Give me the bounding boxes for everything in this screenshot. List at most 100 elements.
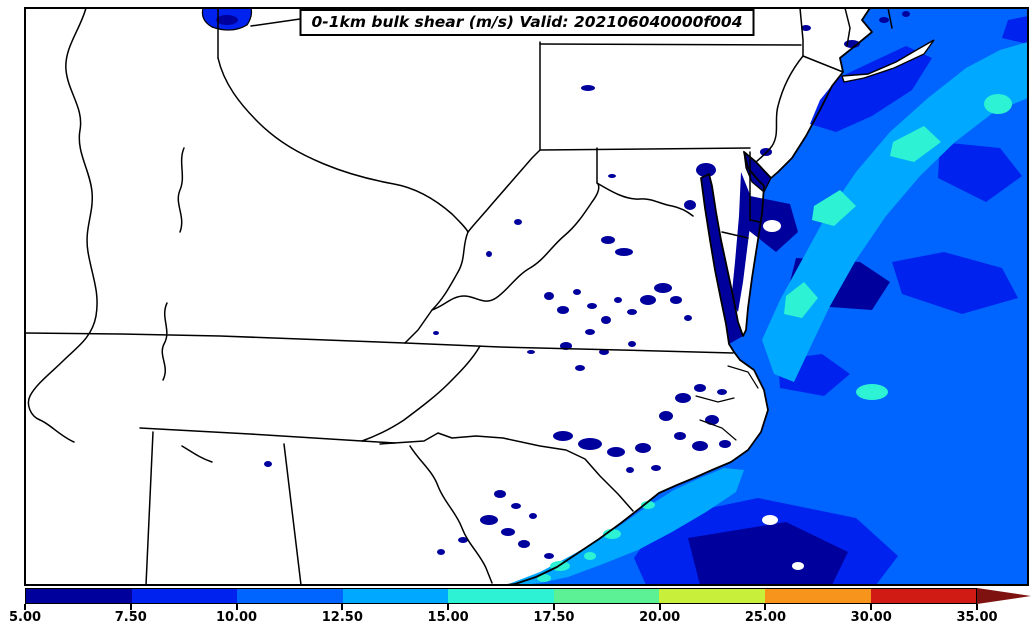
wabash-river	[177, 147, 185, 233]
map-shape	[615, 248, 633, 256]
map-shape	[626, 467, 634, 473]
map-shape	[514, 219, 522, 225]
colorbar-tick	[870, 604, 873, 610]
map-shape	[529, 513, 537, 519]
tennessee-river	[161, 302, 168, 381]
contour-core	[984, 94, 1012, 114]
potomac-river	[596, 182, 694, 217]
map-shape	[674, 432, 686, 440]
contour-patch	[696, 163, 716, 177]
map-shape	[651, 465, 661, 471]
colorbar-tick	[658, 604, 661, 610]
colorbar-segment	[448, 589, 554, 603]
contour-hole	[762, 515, 778, 525]
map-shape	[433, 331, 439, 335]
delaware-river	[755, 55, 804, 163]
map-shape	[578, 438, 602, 450]
map-shape	[518, 540, 530, 548]
colorbar-tick-label: 15.00	[427, 610, 469, 625]
map-shape	[684, 315, 692, 321]
map-shape	[575, 365, 585, 371]
map-shape	[511, 503, 521, 509]
coastline	[505, 7, 873, 586]
border-va-nc	[404, 342, 734, 354]
map-shape	[654, 283, 672, 293]
map-shape	[458, 537, 468, 543]
colorbar-segment	[342, 589, 449, 603]
colorbar-tick-label: 5.00	[8, 610, 42, 625]
contour-patch	[938, 142, 1022, 202]
map-shape	[437, 549, 445, 555]
map-shape	[695, 395, 735, 403]
contour-patch	[892, 252, 1018, 314]
map-shape	[587, 303, 597, 309]
contour-core	[537, 574, 551, 582]
map-shape	[717, 389, 727, 395]
border-oh-wv	[467, 149, 541, 233]
colorbar-tick-label: 20.00	[639, 610, 681, 625]
map-shape	[585, 329, 595, 335]
colorbar-tick	[129, 604, 132, 610]
contour-core	[812, 190, 856, 226]
border-tn-nc	[361, 345, 481, 442]
map-shape	[581, 85, 595, 91]
map-shape	[635, 443, 651, 453]
map-shape	[675, 393, 691, 403]
contour-band	[762, 42, 1028, 382]
contour-patch	[684, 200, 696, 210]
colorbar-segment	[659, 589, 765, 603]
map-shape	[544, 553, 554, 559]
map-shape	[601, 236, 615, 244]
long-island	[841, 39, 935, 83]
map-shape	[601, 316, 611, 324]
colorbar-segment	[764, 589, 871, 603]
border-de-md	[749, 151, 761, 223]
map-shape	[801, 25, 811, 31]
map-shape	[692, 441, 708, 451]
colorbar-segment	[26, 589, 132, 603]
map-shape	[557, 306, 569, 314]
map-shape	[902, 11, 910, 17]
colorbar-tick-label: 30.00	[850, 610, 892, 625]
map-shape	[553, 431, 573, 441]
map-shape	[719, 440, 731, 448]
colorbar-tick-label: 10.00	[215, 610, 258, 625]
colorbar-tick	[764, 604, 767, 610]
map-title-box: 0-1km bulk shear (m/s) Valid: 2021060400…	[299, 9, 755, 36]
map-shape	[879, 17, 889, 23]
colorbar-segment	[131, 589, 238, 603]
contour-core	[856, 384, 888, 400]
map-shape	[480, 515, 498, 525]
map-frame	[24, 7, 1029, 586]
map-shape	[694, 384, 706, 392]
contour-patch	[688, 522, 848, 585]
colorbar-segment	[553, 589, 660, 603]
contour-core	[784, 282, 818, 318]
contour-core	[890, 126, 941, 162]
border-md-va-delmarva	[721, 231, 749, 239]
map-shape	[628, 341, 636, 347]
colorbar-segment	[870, 589, 977, 603]
colorbar-tick	[341, 604, 344, 610]
border-ny-ct	[844, 7, 851, 47]
border-ct-ri	[887, 7, 893, 29]
inland-shear-blobs	[264, 11, 910, 559]
border-al-ga	[283, 443, 302, 586]
estuary-lines	[695, 365, 759, 441]
map-shape	[705, 415, 719, 425]
colorbar-tick	[24, 604, 26, 610]
border-tn-south	[139, 427, 363, 442]
map-shape	[627, 309, 637, 315]
georgia-river	[181, 445, 213, 463]
contour-patch	[810, 46, 932, 132]
map-shape	[608, 174, 616, 178]
colorbar-tick	[235, 604, 238, 610]
state-borders	[24, 7, 893, 586]
border-pa-north	[539, 43, 802, 46]
map-shape	[659, 411, 673, 421]
border-nc-sc	[379, 432, 634, 512]
colorbar-tick-label: 12.50	[321, 610, 363, 625]
savannah-river	[409, 445, 493, 584]
map-shape	[494, 490, 506, 498]
map-shape	[527, 350, 535, 354]
